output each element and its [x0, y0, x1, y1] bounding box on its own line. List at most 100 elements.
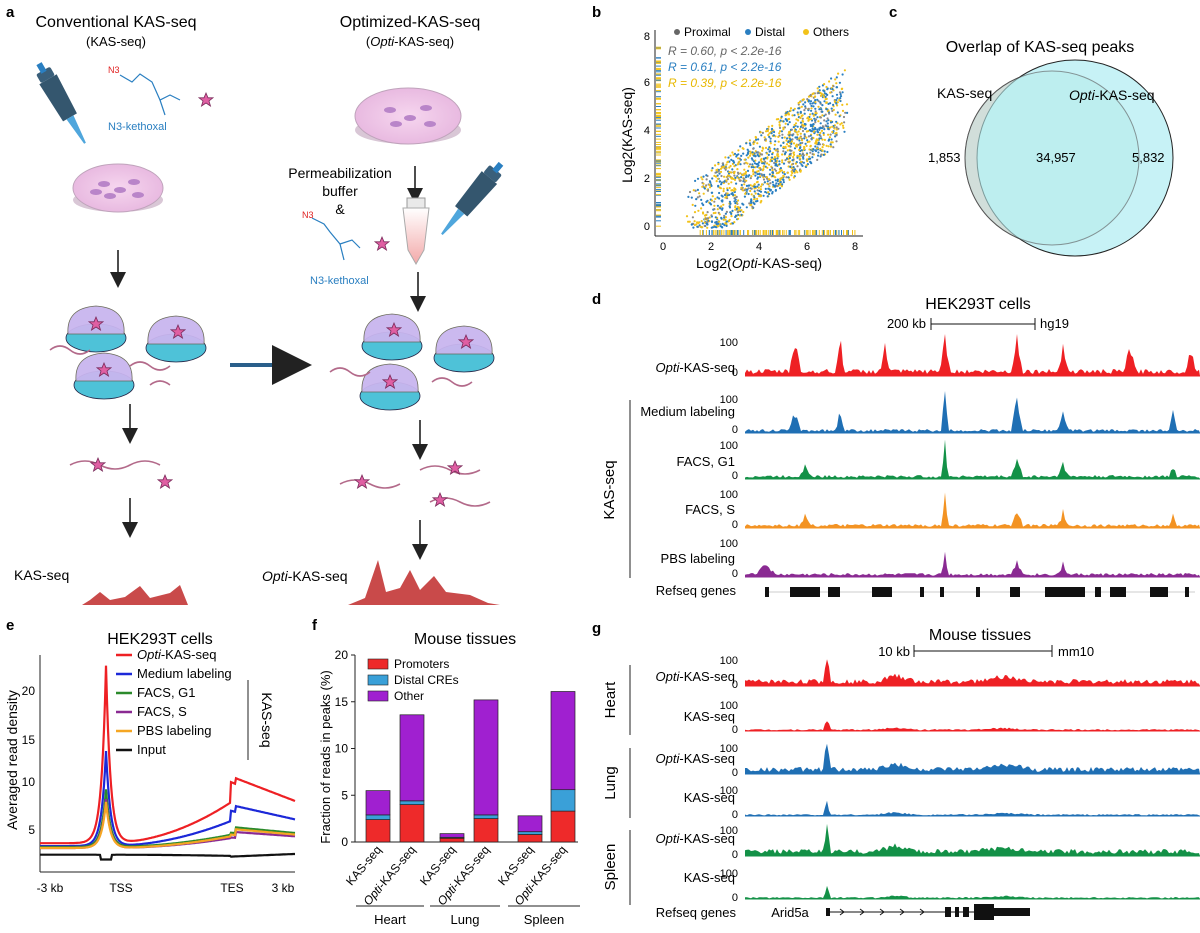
tick-label: 4	[756, 241, 762, 253]
scatter-point	[815, 141, 818, 144]
scatter-point	[760, 153, 764, 156]
signal-profile-small	[82, 585, 188, 605]
scatter-point	[771, 169, 774, 172]
scatter-point	[706, 199, 709, 202]
scale-bar	[913, 645, 1053, 657]
scatter-point	[811, 92, 814, 96]
scatter-point	[764, 146, 768, 149]
conventional-output-label: KAS-seq	[14, 567, 69, 583]
scatter-point	[720, 181, 724, 184]
scatter-point	[782, 162, 786, 165]
scatter-point	[819, 126, 822, 129]
scatter-point	[829, 102, 832, 105]
bar-segment-distal-cres	[473, 814, 499, 819]
scatter-point	[766, 182, 769, 185]
scatter-point	[724, 218, 727, 221]
star-icon	[198, 92, 214, 107]
scatter-point	[816, 92, 819, 95]
scatter-point	[769, 150, 772, 153]
scatter-point	[733, 170, 736, 173]
scatter-point	[726, 187, 729, 190]
gene-block	[1010, 587, 1020, 597]
scatter-point	[830, 107, 833, 110]
scatter-point	[841, 91, 844, 94]
bar-segment-promoters	[517, 834, 543, 843]
scatter-point	[752, 166, 755, 169]
scatter-point	[728, 206, 732, 209]
scatter-point	[738, 157, 742, 160]
scatter-point	[758, 189, 761, 192]
scatter-point	[787, 176, 790, 179]
scatter-point	[809, 134, 812, 137]
tick-label: 15	[22, 733, 36, 747]
legend-proximal: Proximal	[684, 25, 731, 39]
scatter-point	[713, 204, 716, 207]
g-genome: mm10	[1058, 644, 1094, 659]
scatter-point	[762, 162, 766, 165]
f-legend: Promoters Distal CREs Other	[367, 657, 459, 703]
scatter-point	[818, 108, 821, 111]
stat-distal: R = 0.61, p < 2.2e-16	[668, 60, 782, 74]
scatter-point	[827, 133, 830, 136]
scatter-point	[823, 114, 826, 117]
bar-segment-promoters	[473, 818, 499, 843]
bar-segment-other	[550, 691, 576, 791]
scatter-point	[814, 100, 817, 104]
scatter-point	[716, 196, 719, 199]
scatter-point	[800, 105, 803, 108]
scatter-point	[722, 187, 725, 190]
scatter-point	[802, 156, 805, 159]
profile-line	[40, 789, 296, 849]
scatter-point	[798, 147, 802, 150]
scatter-point	[740, 154, 743, 157]
scatter-point	[733, 187, 736, 190]
scatter-point	[766, 177, 769, 180]
scatter-point	[694, 189, 697, 192]
scatter-point	[712, 212, 715, 215]
scatter-point	[812, 123, 815, 126]
g-track-labels: 1000Opti-KAS-seq1000KAS-seq1000Opti-KAS-…	[656, 655, 738, 904]
conventional-subtitle: (KAS-seq)	[86, 34, 146, 49]
scatter-point	[774, 189, 777, 192]
scatter-point	[698, 192, 701, 195]
scatter-point	[838, 115, 841, 118]
scatter-point	[827, 145, 830, 148]
scatter-point	[710, 214, 713, 217]
scatter-point	[838, 81, 842, 84]
tick-label: 5	[28, 823, 35, 837]
scatter-point	[823, 128, 826, 131]
scatter-point	[811, 153, 814, 156]
track-min-label: 0	[732, 849, 738, 861]
track-min-label: 0	[732, 679, 738, 691]
profile-line	[40, 665, 296, 845]
scatter-point	[702, 182, 705, 185]
track-name: PBS labeling	[661, 551, 735, 566]
scatter-point	[827, 109, 830, 112]
perm-line-3: &	[335, 201, 345, 217]
scatter-point	[752, 198, 756, 201]
scatter-point	[796, 165, 799, 168]
f-ytick-label: 20	[335, 648, 349, 662]
scatter-point	[719, 207, 722, 210]
panel-b-label: b	[592, 4, 601, 21]
scatter-point	[724, 216, 728, 219]
gene-block	[765, 587, 769, 597]
scatter-point	[802, 103, 805, 106]
scatter-point	[809, 157, 812, 160]
gene-block	[976, 587, 980, 597]
scatter-point	[797, 113, 800, 116]
scatter-point	[703, 187, 707, 190]
scatter-point	[733, 200, 736, 203]
scatter-point	[735, 207, 739, 210]
scatter-point	[702, 175, 705, 178]
e-legend: Opti-KAS-seq Medium labeling FACS, G1 FACS,…	[116, 647, 232, 757]
scatter-point	[751, 163, 754, 166]
scatter-point	[814, 111, 817, 115]
scatter-point	[786, 123, 790, 126]
scatter-point	[759, 195, 762, 198]
gene-block	[872, 587, 892, 597]
scatter-point	[829, 126, 832, 129]
scatter-point	[835, 86, 839, 89]
